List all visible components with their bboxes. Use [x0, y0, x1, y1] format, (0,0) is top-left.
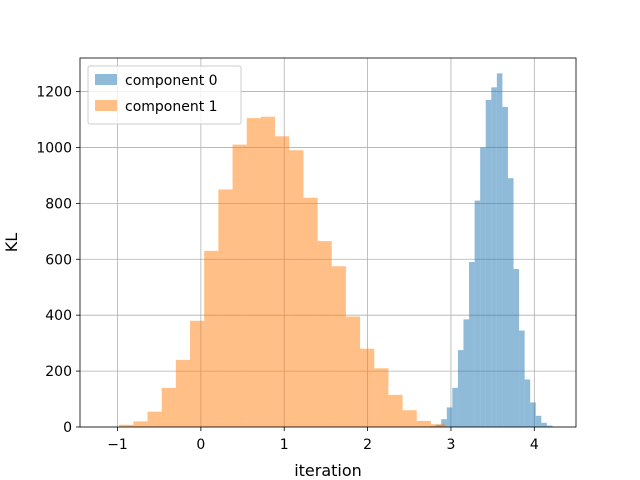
histogram-bar-component-1: [303, 197, 318, 427]
legend-swatch-component-1: [95, 100, 117, 111]
x-tick-label: 4: [530, 437, 539, 453]
histogram-bar-component-0: [491, 87, 497, 428]
histogram-bar-component-1: [331, 266, 346, 427]
histogram-bar-component-1: [289, 150, 304, 427]
histogram-bar-component-1: [402, 410, 417, 427]
histogram-bar-component-1: [317, 241, 332, 427]
y-tick-label: 200: [45, 364, 72, 380]
histogram-bar-component-1: [218, 189, 233, 427]
histogram-bar-component-0: [507, 178, 514, 427]
x-tick-label: 3: [446, 437, 455, 453]
histogram-bar-component-0: [474, 200, 481, 427]
histogram-bar-component-1: [161, 387, 176, 427]
x-tick-label: 2: [363, 437, 372, 453]
y-tick-label: 1000: [36, 140, 72, 156]
histogram-bar-component-0: [441, 419, 447, 427]
histogram-bar-component-1: [175, 359, 191, 427]
histogram-bar-component-0: [502, 106, 508, 427]
x-tick-label: 0: [196, 437, 205, 453]
histogram-bar-component-0: [485, 99, 492, 427]
histogram-bar-component-1: [430, 424, 446, 427]
x-axis-label: iteration: [294, 461, 362, 480]
histogram-bar-component-0: [452, 387, 458, 427]
legend-box: [87, 65, 242, 125]
histogram-bar-component-1: [260, 116, 276, 428]
histogram-bar-component-0: [463, 319, 470, 427]
histogram-bar-component-1: [204, 250, 219, 427]
histogram-bar-component-1: [416, 420, 431, 427]
histogram-bar-component-1: [232, 144, 247, 427]
histogram-bar-component-1: [119, 424, 134, 427]
legend-label-component-1: component 1: [125, 99, 218, 115]
y-tick-label: 400: [45, 308, 72, 324]
histogram-bar-component-1: [133, 421, 148, 427]
y-tick-label: 0: [63, 420, 72, 436]
histogram-bar-component-0: [513, 269, 520, 427]
y-tick-label: 800: [45, 196, 72, 212]
histogram-bars: [119, 73, 553, 428]
histogram-bar-component-1: [275, 136, 290, 428]
histogram-bar-component-1: [246, 118, 261, 428]
y-axis-label: KL: [2, 233, 21, 252]
histogram-bar-component-0: [530, 402, 536, 427]
histogram-bar-component-1: [147, 411, 162, 427]
histogram-bar-component-0: [535, 415, 542, 427]
histogram-bar-component-1: [190, 320, 205, 427]
histogram-bar-component-0: [546, 425, 553, 427]
histogram-bar-component-1: [388, 394, 403, 427]
y-tick-label: 1200: [36, 85, 72, 101]
histogram-bar-component-1: [345, 316, 361, 427]
histogram-bar-component-1: [360, 348, 375, 427]
histogram-bar-component-0: [541, 422, 547, 427]
legend-label-component-0: component 0: [125, 73, 218, 89]
legend: component 0 component 1: [87, 65, 242, 125]
legend-swatch-component-0: [95, 74, 117, 85]
histogram-bar-component-1: [374, 368, 389, 427]
y-tick-label: 600: [45, 252, 72, 268]
histogram-bar-component-0: [480, 147, 486, 428]
histogram-bar-component-0: [524, 379, 531, 427]
x-tick-label: −1: [107, 437, 128, 453]
x-tick-label: 1: [280, 437, 289, 453]
plot-area-frame: [79, 57, 577, 428]
histogram-bar-component-0: [457, 350, 464, 427]
axis-ticks: −1 0 1 2 3 4 0 200 400 600 800 1000 1200: [36, 85, 538, 453]
histogram-bar-component-0: [446, 407, 453, 427]
histogram-bar-component-0: [519, 330, 525, 427]
histogram-bar-component-0: [469, 262, 475, 427]
histogram-bar-component-0: [496, 73, 503, 427]
